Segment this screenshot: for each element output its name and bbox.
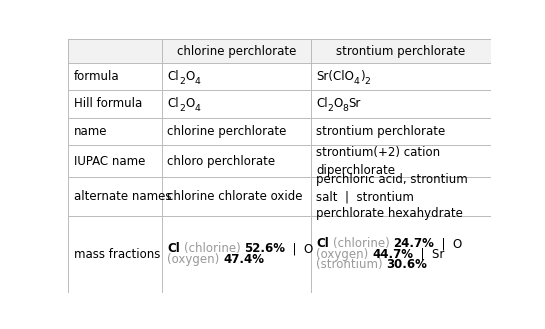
Text: 30.6%: 30.6%	[386, 259, 427, 271]
Text: chloro perchlorate: chloro perchlorate	[167, 155, 276, 167]
Text: strontium perchlorate: strontium perchlorate	[316, 125, 445, 138]
Text: (chlorine): (chlorine)	[332, 237, 393, 250]
Text: chlorine perchlorate: chlorine perchlorate	[177, 45, 296, 58]
Text: 52.6%: 52.6%	[244, 242, 286, 256]
Text: Sr(ClO: Sr(ClO	[316, 70, 354, 83]
Text: O: O	[185, 70, 194, 83]
Text: perchloric acid, strontium
salt  |  strontium
perchlorate hexahydrate: perchloric acid, strontium salt | stront…	[316, 173, 468, 220]
Text: (chlorine): (chlorine)	[184, 242, 244, 256]
Text: (oxygen): (oxygen)	[316, 248, 372, 261]
Text: Cl: Cl	[316, 237, 329, 250]
Text: alternate names: alternate names	[74, 190, 171, 203]
Text: 24.7%: 24.7%	[393, 237, 434, 250]
Text: Cl: Cl	[167, 70, 179, 83]
Text: strontium perchlorate: strontium perchlorate	[336, 45, 465, 58]
Text: name: name	[74, 125, 107, 138]
Text: IUPAC name: IUPAC name	[74, 155, 145, 167]
Text: ): )	[360, 70, 365, 83]
Text: (oxygen): (oxygen)	[167, 253, 223, 266]
Text: 44.7%: 44.7%	[372, 248, 413, 261]
Bar	[68, 39, 490, 63]
Text: chlorine perchlorate: chlorine perchlorate	[167, 125, 287, 138]
Text: Hill formula: Hill formula	[74, 97, 142, 110]
Text: mass fractions: mass fractions	[74, 248, 160, 261]
Text: |  O: | O	[434, 237, 462, 250]
Text: formula: formula	[74, 70, 119, 83]
Text: O: O	[185, 97, 194, 110]
Text: Cl: Cl	[167, 242, 180, 256]
Text: Sr: Sr	[349, 97, 361, 110]
Text: chlorine chlorate oxide: chlorine chlorate oxide	[167, 190, 303, 203]
Text: O: O	[334, 97, 343, 110]
Text: Cl: Cl	[167, 97, 179, 110]
Text: (strontium): (strontium)	[316, 259, 386, 271]
Text: 8: 8	[343, 104, 349, 113]
Text: |  Sr: | Sr	[413, 248, 444, 261]
Text: 2: 2	[365, 77, 370, 86]
Text: 47.4%: 47.4%	[223, 253, 264, 266]
Text: 4: 4	[194, 77, 200, 86]
Text: 4: 4	[194, 104, 200, 113]
Text: 2: 2	[179, 104, 185, 113]
Text: strontium(+2) cation
diperchlorate: strontium(+2) cation diperchlorate	[316, 145, 440, 177]
Text: |  O: | O	[286, 242, 313, 256]
Text: 2: 2	[328, 104, 334, 113]
Text: Cl: Cl	[316, 97, 328, 110]
Text: 4: 4	[354, 77, 360, 86]
Text: 2: 2	[179, 77, 185, 86]
